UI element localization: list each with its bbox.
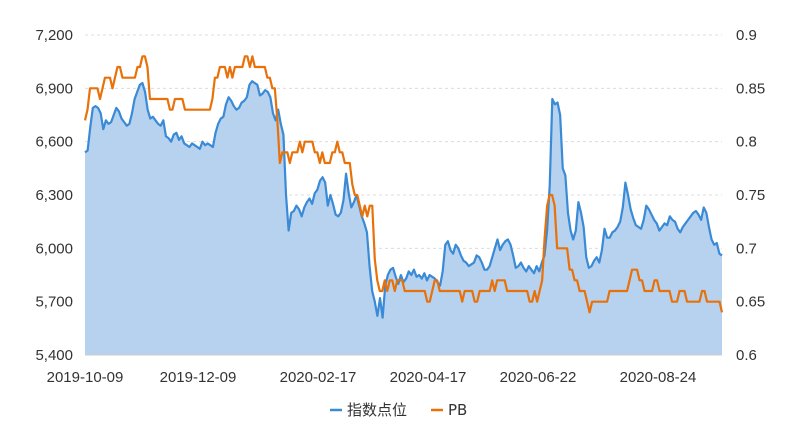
x-tick-label: 2019-12-09 <box>160 369 237 386</box>
y-left-tick-label: 6,600 <box>35 134 73 151</box>
legend-label: PB <box>448 401 467 419</box>
x-tick-label: 2020-02-17 <box>280 369 357 386</box>
series-layer <box>83 55 724 355</box>
legend: 指数点位 PB <box>330 401 467 419</box>
y-left-tick-label: 5,400 <box>35 347 73 364</box>
legend-label: 指数点位 <box>347 401 407 419</box>
x-tick-label: 2020-06-22 <box>500 369 577 386</box>
y-left-tick-label: 5,700 <box>35 294 73 311</box>
y-right-tick-label: 0.85 <box>736 80 765 97</box>
y-left-tick-label: 6,300 <box>35 187 73 204</box>
y-left-tick-label: 7,200 <box>35 27 73 44</box>
x-tick-label: 2020-04-17 <box>390 369 467 386</box>
y-right-tick-label: 0.6 <box>736 347 757 364</box>
y-right-tick-label: 0.7 <box>736 240 757 257</box>
y-left-tick-label: 6,900 <box>35 80 73 97</box>
y-right-tick-label: 0.8 <box>736 134 757 151</box>
y-right-tick-label: 0.65 <box>736 294 765 311</box>
y-right-tick-label: 0.75 <box>736 187 765 204</box>
y-right-tick-label: 0.9 <box>736 27 757 44</box>
x-tick-label: 2019-10-09 <box>47 369 124 386</box>
y-left-tick-label: 6,000 <box>35 240 73 257</box>
series-area-index <box>85 81 722 355</box>
series-line-pb <box>83 55 724 314</box>
x-tick-label: 2020-08-24 <box>620 369 697 386</box>
axis-layer: 5,400 5,700 6,000 6,300 6,600 6,900 7,200 0.6 0.… <box>35 27 765 386</box>
